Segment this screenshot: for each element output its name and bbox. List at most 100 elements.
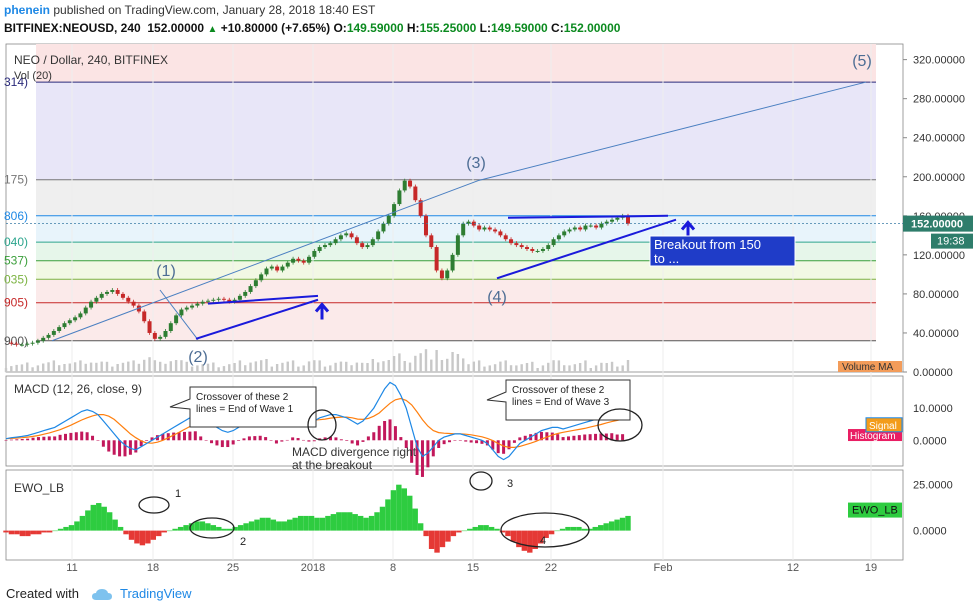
volume-bar (286, 361, 289, 372)
volume-bar (578, 363, 582, 372)
macd-histogram-bar (377, 425, 381, 441)
macd-histogram-bar (74, 432, 78, 441)
ewo-bar (243, 523, 249, 531)
candle-body (211, 299, 216, 301)
macd-histogram-bar (123, 440, 127, 457)
candle-body (94, 297, 99, 302)
ewo-bar (74, 521, 80, 531)
volume-bar (525, 363, 529, 372)
volume-bar (376, 362, 380, 372)
macd-histogram-bar (491, 440, 495, 450)
ewo-bar (205, 523, 211, 531)
channel-top-line (507, 214, 669, 219)
macd-histogram-bar (242, 438, 246, 441)
chart-area[interactable]: 314)175)806)040)537)035)905)900) 11 18 25 2… (0, 0, 975, 572)
ewo-bar (385, 499, 391, 531)
volume-bar (621, 365, 624, 372)
macd-histogram-bar (204, 440, 208, 441)
macd-histogram-bar (356, 440, 360, 446)
ewo-bar (494, 528, 500, 531)
divergence-note: MACD divergence right at the breakout (292, 445, 417, 472)
ewo-bar (357, 515, 364, 531)
candle-body (120, 293, 125, 298)
publish-info: phenein published on TradingView.com, Ja… (4, 3, 375, 17)
candle-body (466, 221, 471, 224)
ewo-bar (592, 526, 598, 531)
ewo-bar (598, 525, 604, 531)
ewo-bar (216, 526, 222, 531)
highlight-circle (597, 408, 643, 442)
macd-histogram-bar (404, 440, 408, 448)
macd-histogram-bar (42, 436, 46, 441)
ewo-bar (379, 506, 386, 531)
candle-body (524, 247, 529, 249)
volume-bar (366, 363, 369, 372)
ewo-bar (254, 519, 260, 531)
time-tag-bg (931, 233, 973, 249)
volume-bar (371, 359, 375, 372)
volume-bar (616, 366, 619, 372)
volume-bar (408, 362, 412, 372)
candle-body (392, 204, 397, 216)
volume-bar (520, 364, 523, 372)
macd-histogram-bar (215, 440, 219, 446)
macd-histogram-bar (345, 440, 349, 441)
x-tick-label: Feb (654, 562, 673, 572)
volume-bar (233, 363, 236, 372)
ewo-bar (368, 515, 375, 531)
ewo-bar (619, 517, 626, 531)
tradingview-link[interactable]: TradingView (120, 586, 192, 601)
volume-bar (398, 353, 401, 372)
candle-body (583, 225, 588, 230)
candle-body (14, 343, 19, 345)
candle-body (285, 262, 290, 267)
candle-body (562, 231, 567, 236)
candle-body (556, 235, 561, 240)
macd-histogram-bar (107, 440, 111, 452)
volume-bar (403, 361, 406, 372)
volume-bar (323, 366, 327, 372)
macd-histogram-bar (301, 439, 305, 441)
ewo-bar (417, 523, 424, 531)
macd-histogram-bar (550, 432, 554, 441)
ewo-bar (52, 530, 58, 532)
volume-bar (174, 360, 178, 372)
main-chart-title: NEO / Dollar, 240, BITFINEX (14, 53, 168, 67)
candle-body (360, 243, 365, 248)
ewo-tag: EWO_LB (852, 505, 898, 517)
macd-histogram-bar (101, 440, 105, 447)
ewo-bar (461, 530, 468, 532)
author-name[interactable]: phenein (4, 3, 51, 17)
volume-bar (270, 366, 274, 372)
y-tick-label: 80.00000 (913, 289, 959, 301)
macd-histogram-bar (507, 440, 511, 450)
fib-level-label: 040) (4, 235, 28, 249)
volume-bar (318, 360, 321, 372)
x-tick-label: 22 (545, 562, 557, 572)
macd-histogram-bar (15, 439, 19, 441)
candle-body (328, 243, 333, 246)
candle-body (514, 243, 519, 246)
y-tick-label: 200.00000 (913, 172, 965, 184)
volume-bar (4, 368, 8, 372)
volume-bar (563, 365, 566, 372)
ewo-bar (156, 530, 162, 537)
candle-body (78, 313, 83, 318)
volume-bar (307, 361, 311, 372)
volume-bar (600, 362, 603, 372)
macd-histogram-bar (9, 439, 13, 441)
x-tick-label: 8 (390, 562, 396, 572)
macd-histogram-bar (399, 437, 403, 441)
macd-histogram-bar (496, 440, 500, 454)
ewo-bar (265, 517, 271, 531)
ewo-bar (14, 530, 20, 535)
wave-number-label: 4 (540, 535, 546, 547)
macd-histogram-bar (383, 421, 387, 441)
volume-bar (467, 364, 470, 372)
ewo-bar (587, 528, 593, 531)
candle-body (131, 301, 136, 306)
candle-body (376, 231, 381, 240)
candle-body (35, 340, 40, 343)
ewo-bar (79, 515, 86, 531)
macd-histogram-bar (545, 432, 549, 441)
